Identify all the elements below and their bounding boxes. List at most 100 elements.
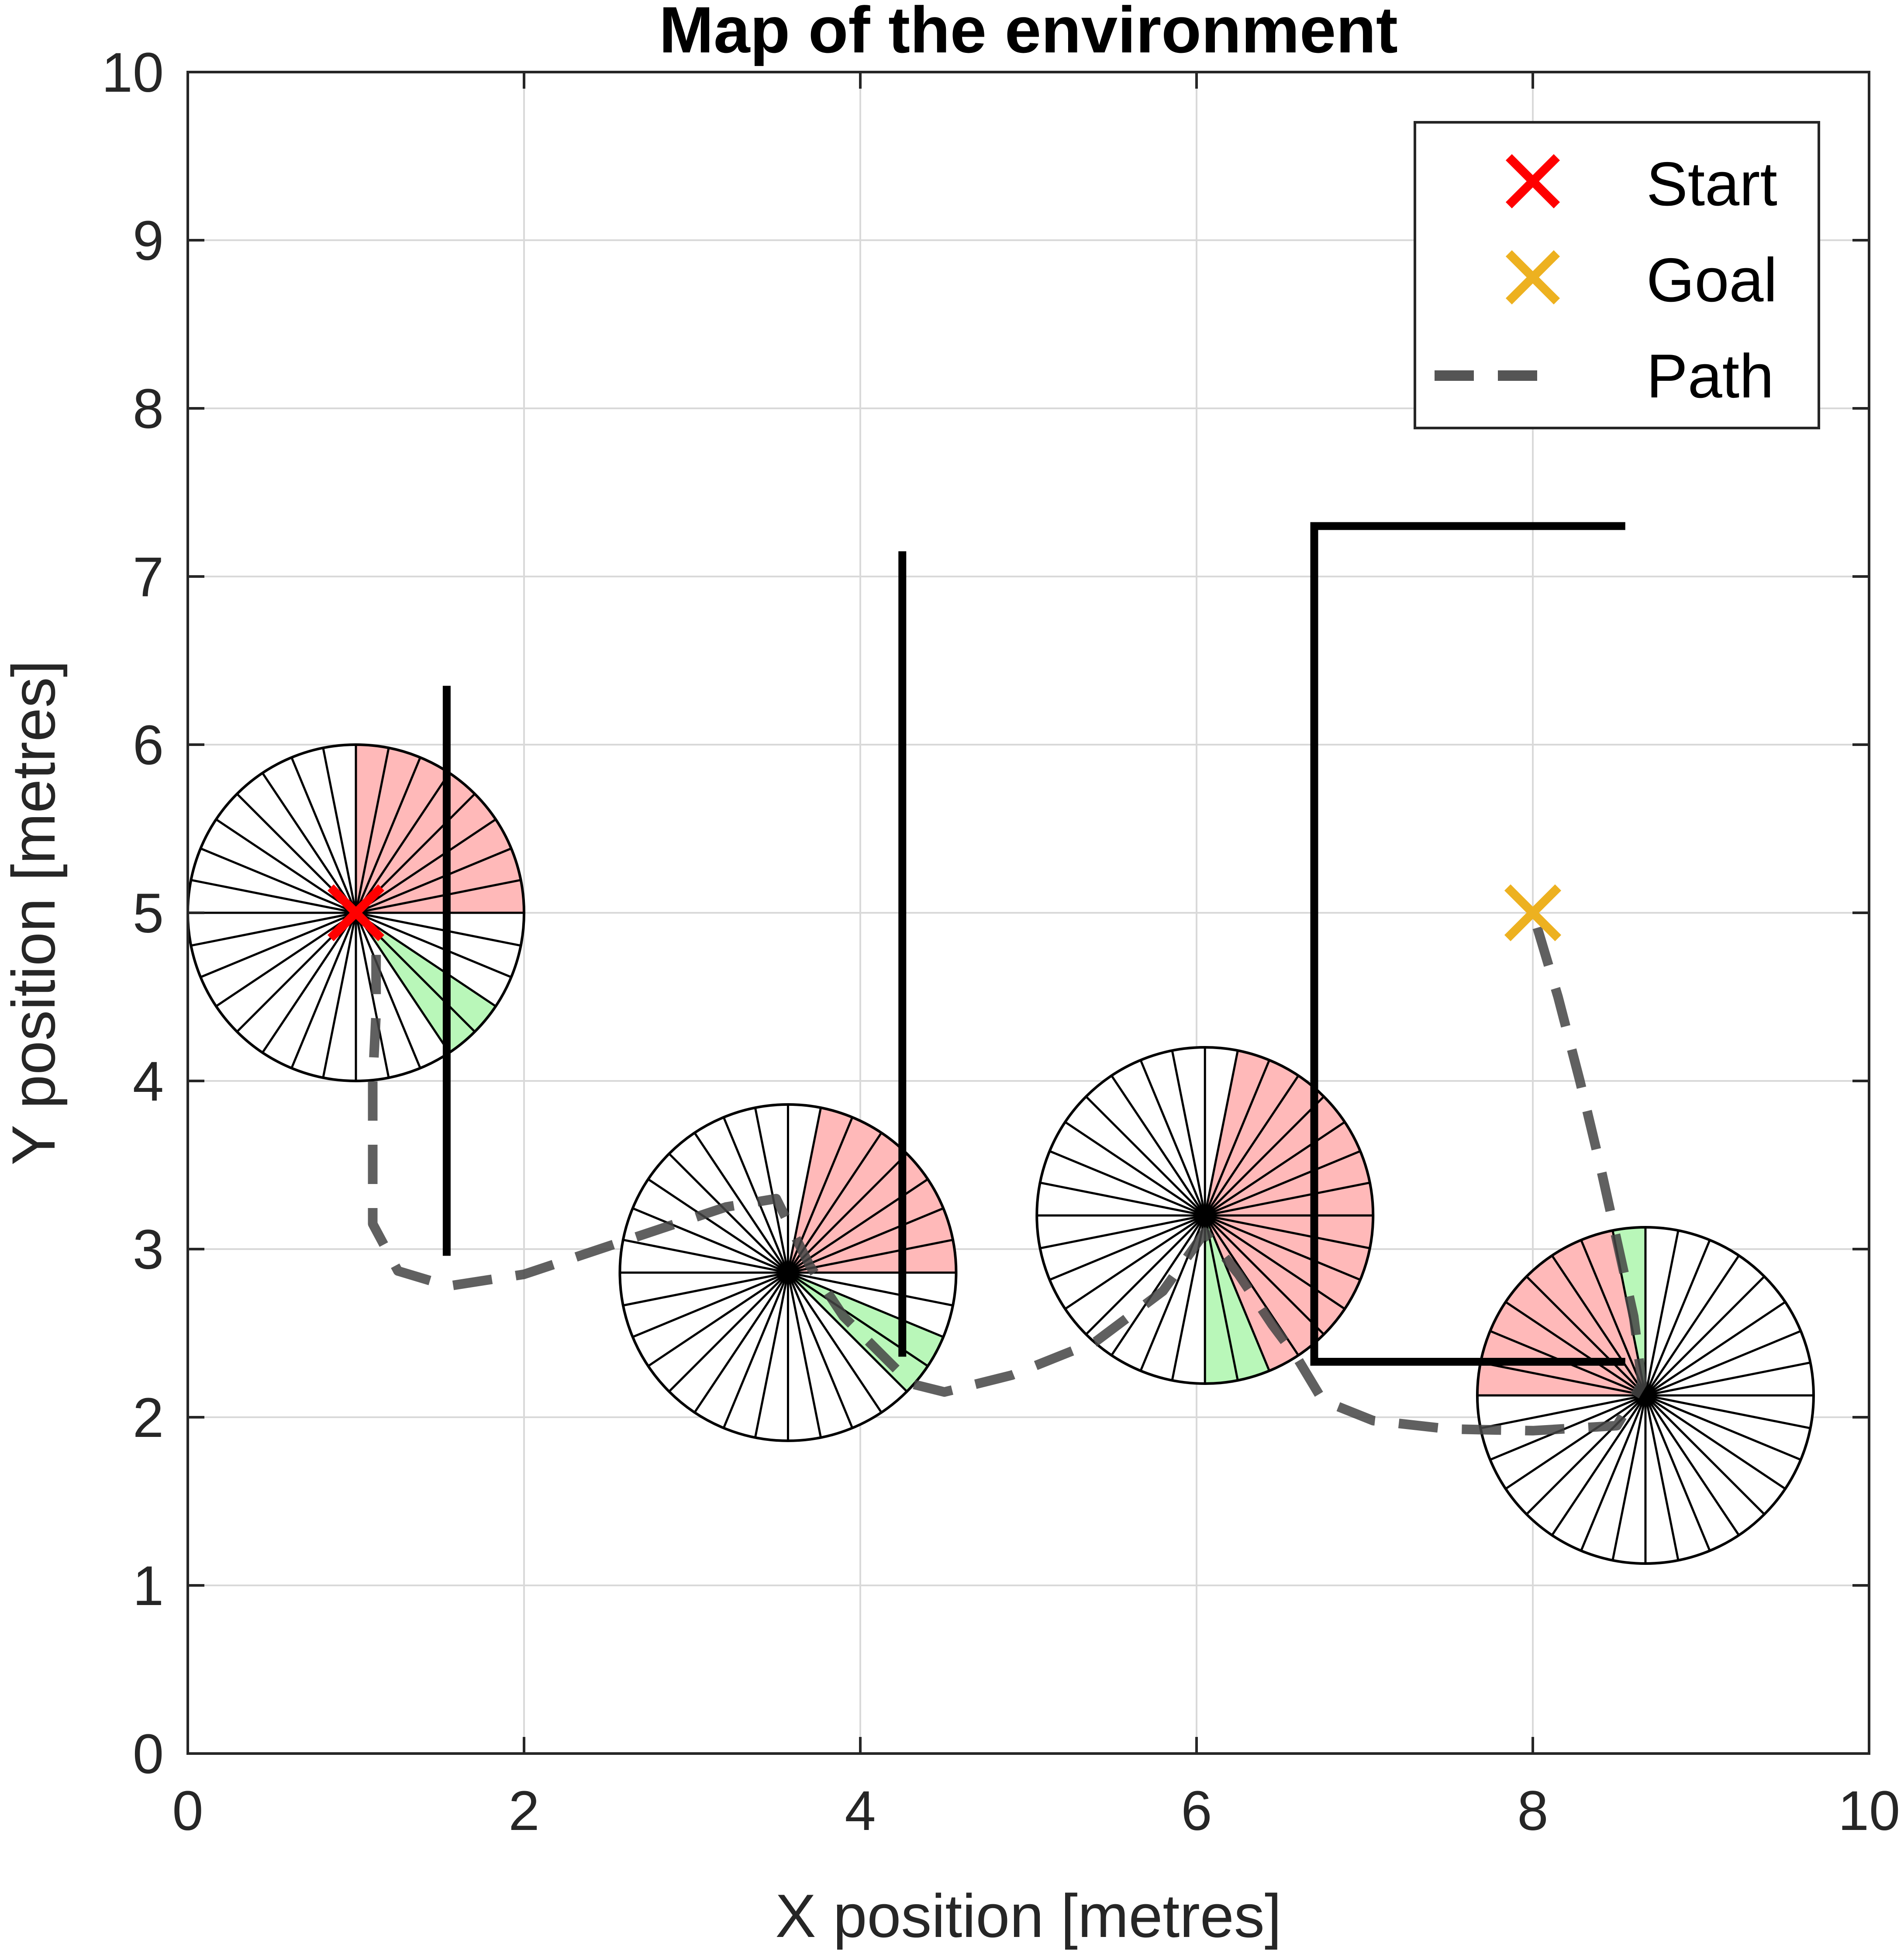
obstacle-sector — [1205, 1215, 1345, 1335]
goal-marker-stroke-b — [1504, 884, 1562, 942]
y-tick-label: 9 — [133, 210, 164, 272]
axis-ticks: 0 2 4 6 8 10 0 1 2 3 4 5 6 7 8 9 10 — [102, 41, 1901, 1842]
sensor-ray — [1505, 1394, 1646, 1490]
sensor-ray — [722, 1272, 789, 1429]
sensor-ray — [1204, 1121, 1345, 1217]
y-tick-label: 8 — [133, 378, 164, 440]
sensor-ray — [1139, 1060, 1206, 1216]
walls — [442, 522, 1625, 1366]
sensor-ray — [1645, 1275, 1765, 1396]
sensor-ray — [200, 911, 356, 978]
sensor-ray — [787, 1272, 854, 1429]
obstacle-sector — [356, 819, 511, 913]
sensor-ray — [1644, 1395, 1680, 1561]
sensor-ray — [1204, 1050, 1239, 1216]
sensor-ray — [355, 911, 497, 1007]
sensor-ray — [355, 912, 421, 1069]
y-tick-label: 2 — [133, 1387, 164, 1449]
x-tick-label: 4 — [845, 1780, 876, 1842]
sensor-ray — [1204, 1095, 1325, 1216]
sensor-ray — [1204, 1181, 1370, 1217]
obstacle-sector — [1490, 1302, 1645, 1395]
sensor-ray — [1040, 1214, 1205, 1250]
y-tick-label: 5 — [133, 882, 164, 945]
obstacle-sector — [1205, 1215, 1324, 1356]
sensor-ray — [1644, 1395, 1711, 1551]
sensor-ray — [1085, 1095, 1206, 1216]
sensor-ray — [1204, 1214, 1361, 1281]
sensor-ray — [355, 757, 421, 913]
sensor-ray — [668, 1272, 789, 1392]
sensor-ray — [322, 912, 357, 1078]
obstacle-sector — [1205, 1215, 1360, 1309]
sensor-wheel — [1035, 1046, 1375, 1385]
sensor-ray — [355, 912, 390, 1078]
obstacle-sector — [1205, 1122, 1360, 1215]
sensor-ray — [290, 757, 357, 913]
y-tick-label: 4 — [133, 1050, 164, 1113]
sensor-ray — [786, 1107, 822, 1273]
sensor-ray — [722, 1117, 789, 1273]
sensor-ray — [1645, 1395, 1765, 1515]
free-direction-sector — [356, 913, 496, 1032]
sensor-ray — [693, 1272, 789, 1413]
sensor-ray — [1204, 1215, 1325, 1336]
obstacle-sector — [356, 794, 496, 913]
sensor-ray — [290, 912, 357, 1069]
sensor-wheel — [1476, 1226, 1815, 1565]
sensor-ray — [355, 747, 390, 913]
obstacle-sector — [788, 1153, 928, 1273]
sensor-ray — [215, 911, 357, 1007]
sensor-ray — [632, 1271, 789, 1338]
sensor-ray — [1580, 1239, 1647, 1396]
path-line — [368, 911, 1647, 1436]
sensor-ray — [1085, 1215, 1206, 1336]
legend-entry-start: Start — [1505, 149, 1777, 219]
legend-goal-cross-stroke-b — [1505, 250, 1560, 305]
sensor-ray — [1064, 1214, 1206, 1310]
obstacle-sector — [788, 1117, 882, 1273]
sensor-ray — [668, 1153, 789, 1274]
sensor-ray — [355, 847, 512, 914]
legend-goal-cross — [1505, 250, 1560, 305]
sensor-ray — [262, 912, 357, 1053]
legend-entry-path: Path — [1435, 342, 1774, 411]
sensor-ray — [786, 1272, 822, 1438]
legend-goal-marker — [1505, 250, 1560, 305]
sensor-ray — [262, 772, 357, 914]
sensor-ray — [1611, 1395, 1647, 1561]
y-tick-label: 3 — [133, 1219, 164, 1281]
sensor-ray — [1111, 1075, 1206, 1216]
sensor-ray — [322, 747, 357, 913]
obstacle-sector — [788, 1132, 907, 1273]
sensor-ray — [1505, 1301, 1646, 1397]
sensor-ray — [1645, 1330, 1801, 1397]
sensor-ray — [1204, 1214, 1370, 1250]
sensor-ray — [355, 818, 497, 914]
sensor-wheel-rim — [1035, 1046, 1375, 1385]
sensor-ray — [1480, 1361, 1646, 1397]
sensor-ray — [1040, 1181, 1205, 1217]
x-tick-label: 10 — [1838, 1780, 1900, 1842]
y-axis-label: Y position [metres] — [0, 660, 68, 1166]
legend-entry-goal: Goal — [1505, 245, 1777, 315]
sensor-ray — [787, 1271, 944, 1338]
sensor-ray — [1049, 1214, 1206, 1281]
start-marker — [327, 884, 385, 942]
sensor-ray — [190, 911, 356, 947]
sensor-ray — [1551, 1395, 1647, 1536]
x-tick-label: 8 — [1517, 1780, 1548, 1842]
sensor-ray — [200, 847, 356, 914]
sensor-wheel-rim — [1476, 1226, 1815, 1565]
sensor-ray — [693, 1132, 789, 1274]
obstacle-sector — [1205, 1075, 1324, 1215]
sensor-ray — [1111, 1215, 1206, 1356]
obstacle-sector — [1205, 1060, 1299, 1215]
sensor-ray — [1644, 1255, 1740, 1396]
sensor-ray — [1551, 1255, 1647, 1396]
y-tick-label: 7 — [133, 546, 164, 608]
sensor-ray — [632, 1207, 789, 1274]
sensor-ray — [754, 1107, 789, 1273]
sensor-ray — [787, 1207, 944, 1274]
